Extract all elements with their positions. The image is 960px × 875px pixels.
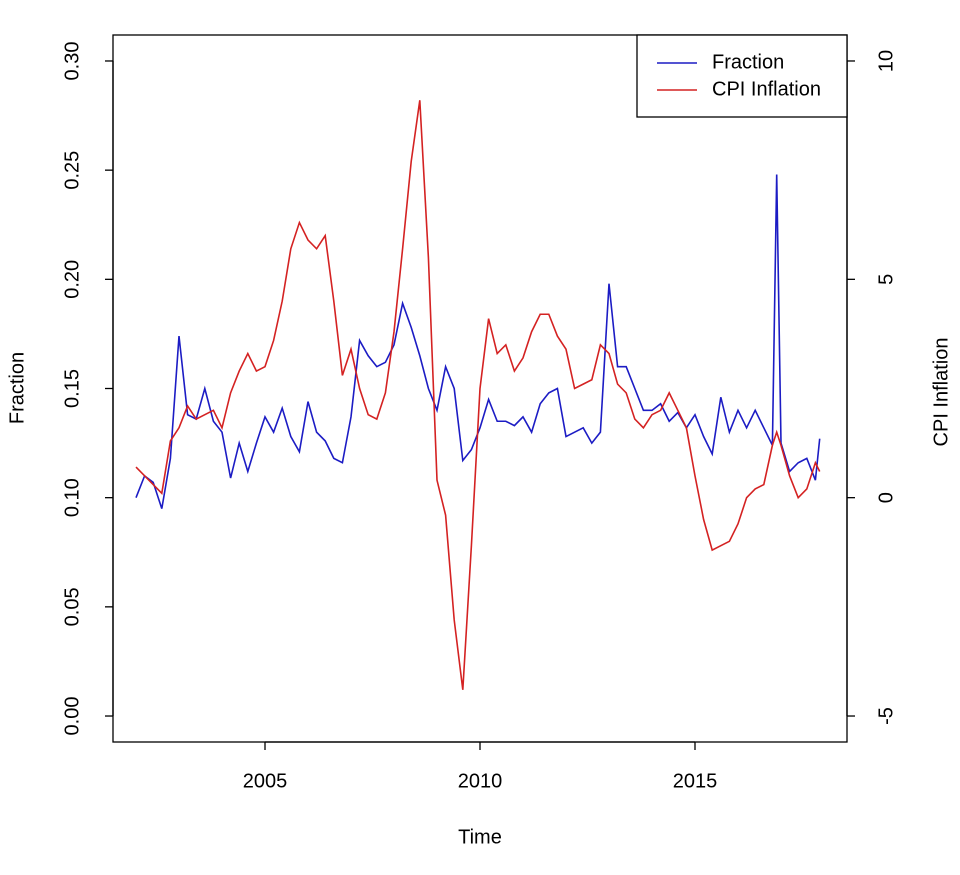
y2-tick-label: 10 bbox=[875, 50, 897, 72]
y-tick-label: 0.15 bbox=[61, 369, 83, 408]
y-tick-label: 0.10 bbox=[61, 478, 83, 517]
y-axis-label: Fraction bbox=[6, 352, 28, 424]
y2-tick-label: 5 bbox=[875, 274, 897, 285]
y-tick-label: 0.00 bbox=[61, 697, 83, 736]
legend-label: CPI Inflation bbox=[712, 78, 821, 100]
series-line bbox=[135, 174, 821, 509]
x-tick-label: 2015 bbox=[673, 770, 718, 792]
legend-label: Fraction bbox=[712, 51, 784, 73]
y-tick-label: 0.25 bbox=[61, 151, 83, 190]
y2-tick-label: 0 bbox=[875, 492, 897, 503]
y2-axis-label: CPI Inflation bbox=[930, 338, 952, 447]
y-tick-label: 0.30 bbox=[61, 42, 83, 81]
y-tick-label: 0.05 bbox=[61, 587, 83, 626]
y2-tick-label: -5 bbox=[875, 707, 897, 725]
legend-box bbox=[636, 34, 848, 118]
y-tick-label: 0.20 bbox=[61, 260, 83, 299]
x-axis-label: Time bbox=[458, 826, 502, 848]
x-tick-label: 2010 bbox=[458, 770, 503, 792]
x-tick-label: 2005 bbox=[243, 770, 288, 792]
series-line bbox=[135, 100, 821, 690]
